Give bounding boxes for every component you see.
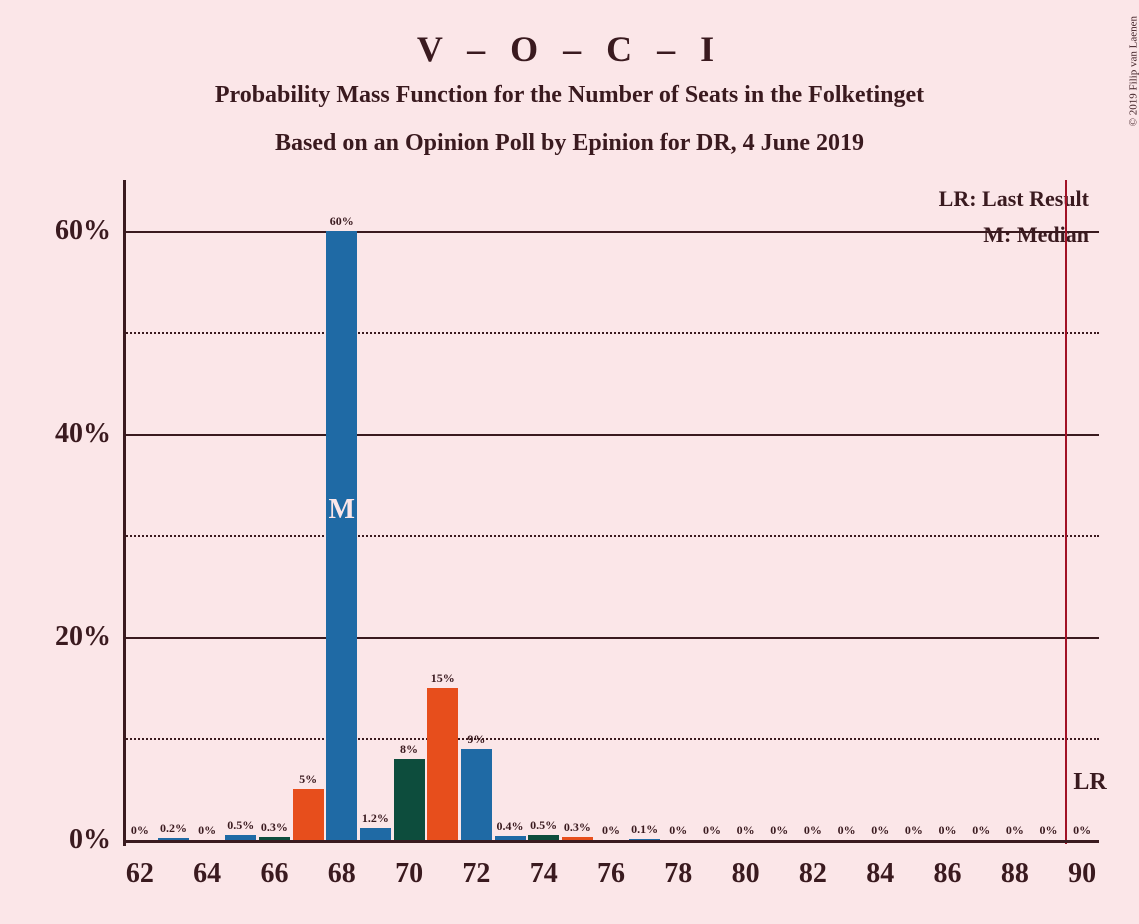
- y-axis-label: 0%: [69, 824, 111, 856]
- bar-value-label: 0.5%: [227, 818, 254, 833]
- bar-value-label: 0%: [972, 823, 990, 838]
- y-axis-label: 60%: [55, 215, 111, 247]
- bar-value-label: 8%: [400, 742, 418, 757]
- x-axis-label: 70: [395, 858, 423, 890]
- bar-value-label: 0%: [602, 823, 620, 838]
- chart-plot-area: 0%20%40%60%0%0.2%0%0.5%0.3%5%60%1.2%8%15…: [123, 180, 1099, 840]
- bar-value-label: 0%: [871, 823, 889, 838]
- copyright-text: © 2019 Filip van Laenen: [1127, 16, 1139, 126]
- bar-value-label: 0.5%: [530, 818, 557, 833]
- x-axis-label: 74: [530, 858, 558, 890]
- x-axis-label: 82: [799, 858, 827, 890]
- bar-value-label: 5%: [299, 772, 317, 787]
- bar-value-label: 0%: [1006, 823, 1024, 838]
- bar-value-label: 60%: [330, 214, 354, 229]
- bar-value-label: 0%: [838, 823, 856, 838]
- x-axis-label: 90: [1068, 858, 1096, 890]
- bar: 5%: [293, 789, 324, 840]
- x-axis-label: 62: [126, 858, 154, 890]
- median-mark: M: [329, 494, 355, 526]
- gridline-major: [123, 434, 1099, 436]
- x-axis-label: 78: [664, 858, 692, 890]
- bar: 8%: [394, 759, 425, 840]
- bar-value-label: 0%: [905, 823, 923, 838]
- bar-value-label: 0%: [939, 823, 957, 838]
- bar-value-label: 0.4%: [497, 819, 524, 834]
- bar: 9%: [461, 749, 492, 840]
- x-axis-label: 66: [260, 858, 288, 890]
- gridline-minor: [123, 332, 1099, 334]
- bar-value-label: 0.3%: [261, 820, 288, 835]
- chart-subtitle-1: Probability Mass Function for the Number…: [0, 82, 1139, 109]
- bar-value-label: 9%: [467, 732, 485, 747]
- gridline-minor: [123, 738, 1099, 740]
- bar-value-label: 0.2%: [160, 821, 187, 836]
- x-axis-label: 86: [934, 858, 962, 890]
- bar-value-label: 15%: [431, 671, 455, 686]
- x-axis-label: 68: [328, 858, 356, 890]
- chart-subtitle-2: Based on an Opinion Poll by Epinion for …: [0, 130, 1139, 157]
- gridline-minor: [123, 535, 1099, 537]
- x-axis-label: 72: [462, 858, 490, 890]
- bar-value-label: 0%: [669, 823, 687, 838]
- gridline-major: [123, 231, 1099, 233]
- x-axis-label: 64: [193, 858, 221, 890]
- y-axis: [123, 180, 126, 846]
- x-axis-label: 84: [866, 858, 894, 890]
- bar-value-label: 0%: [703, 823, 721, 838]
- x-axis: [123, 840, 1099, 843]
- bar-value-label: 1.2%: [362, 811, 389, 826]
- bar-value-label: 0%: [198, 823, 216, 838]
- x-axis-label: 80: [732, 858, 760, 890]
- x-axis-label: 76: [597, 858, 625, 890]
- bar-value-label: 0%: [804, 823, 822, 838]
- last-result-label: LR: [1073, 769, 1106, 796]
- bar: 1.2%: [360, 828, 391, 840]
- chart-title: V – O – C – I: [0, 28, 1139, 70]
- bar: 15%: [427, 688, 458, 840]
- last-result-line: [1065, 180, 1067, 844]
- y-axis-label: 20%: [55, 621, 111, 653]
- x-axis-label: 88: [1001, 858, 1029, 890]
- gridline-major: [123, 637, 1099, 639]
- bar-value-label: 0.1%: [631, 822, 658, 837]
- bar-value-label: 0%: [770, 823, 788, 838]
- bar-value-label: 0%: [1040, 823, 1058, 838]
- bar-value-label: 0%: [131, 823, 149, 838]
- y-axis-label: 40%: [55, 418, 111, 450]
- bar-value-label: 0%: [737, 823, 755, 838]
- bar-value-label: 0%: [1073, 823, 1091, 838]
- bar-value-label: 0.3%: [564, 820, 591, 835]
- bar: 60%: [326, 231, 357, 840]
